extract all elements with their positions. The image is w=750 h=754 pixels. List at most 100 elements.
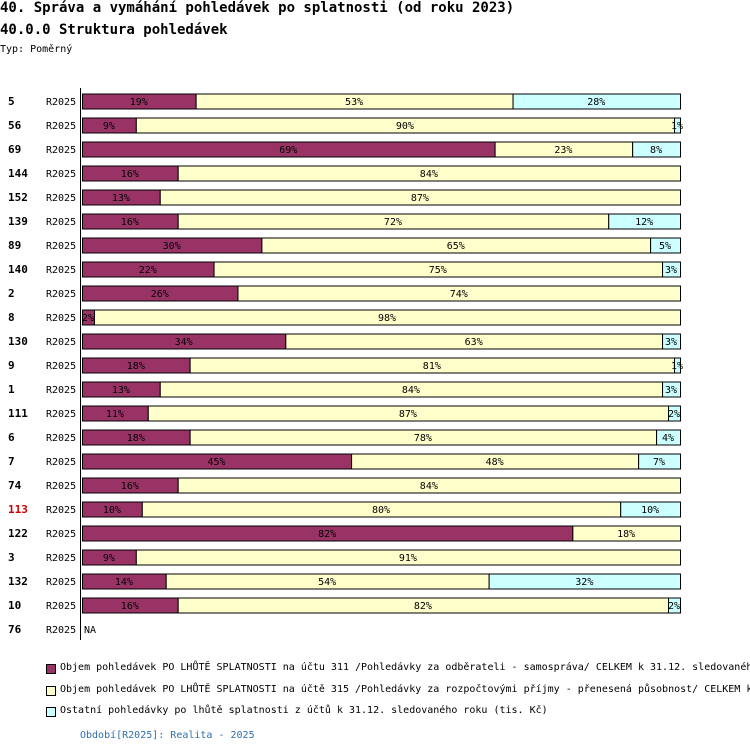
bar-value-label: 98% — [378, 313, 396, 324]
bar-value-label: 16% — [121, 601, 139, 612]
period-footer: Období[R2025]: Realita - 2025 — [80, 730, 255, 741]
bar-segment-series3 — [632, 141, 681, 158]
row-period-label: R2025 — [46, 529, 76, 540]
bar-value-label: 84% — [420, 481, 438, 492]
bar-value-label: 78% — [414, 433, 432, 444]
row-id-label: 5 — [8, 95, 15, 108]
row-period-label: R2025 — [46, 97, 76, 108]
bar-segment-series3 — [662, 261, 681, 278]
row-id-label: 111 — [8, 407, 28, 420]
legend-text-series3: Ostatní pohledávky po lhůtě splatnosti z… — [60, 705, 548, 716]
bar-segment-series2 — [93, 309, 681, 326]
row-period-label: R2025 — [46, 193, 76, 204]
bar-value-label: 87% — [411, 193, 429, 204]
row-period-label: R2025 — [46, 433, 76, 444]
bar-value-label: 74% — [450, 289, 468, 300]
row-period-label: R2025 — [46, 553, 76, 564]
bar-value-label: 13% — [112, 385, 130, 396]
row-id-label: 2 — [8, 287, 15, 300]
bar-value-label: 26% — [151, 289, 169, 300]
row-period-label: R2025 — [46, 289, 76, 300]
bar-value-label: 3% — [665, 337, 677, 348]
row-id-label: 10 — [8, 599, 21, 612]
row-id-label: 113 — [8, 503, 28, 516]
bar-value-label: 1% — [671, 121, 683, 132]
row-period-label: R2025 — [46, 409, 76, 420]
bar-segment-series3 — [674, 357, 682, 374]
bar-value-label: 45% — [208, 457, 226, 468]
bar-value-label: 16% — [121, 481, 139, 492]
bar-value-label: 30% — [163, 241, 181, 252]
stacked-bar-chart: 5 R2025 19% 53% 28%56 R2025 9% 90% 1%69 R2025 69% 2… — [8, 88, 683, 640]
bar-value-label: 8% — [650, 145, 662, 156]
row-period-label: R2025 — [46, 121, 76, 132]
bar-value-label: 12% — [635, 217, 653, 228]
row-id-label: 69 — [8, 143, 21, 156]
row-period-label: R2025 — [46, 457, 76, 468]
bar-value-label: 84% — [420, 169, 438, 180]
bar-value-label: 11% — [106, 409, 124, 420]
bar-value-label: 1% — [671, 361, 683, 372]
row-id-label: 144 — [8, 167, 28, 180]
bar-segment-series3 — [512, 93, 681, 110]
bar-value-label: 69% — [279, 145, 297, 156]
bar-segment-series2 — [135, 549, 681, 566]
bar-value-label: 23% — [554, 145, 572, 156]
bar-value-label: 14% — [115, 577, 133, 588]
row-period-label: R2025 — [46, 577, 76, 588]
row-period-label: R2025 — [46, 313, 76, 324]
chart-subtitle: 40.0.0 Struktura pohledávek — [0, 22, 228, 38]
row-period-label: R2025 — [46, 625, 76, 636]
bar-value-label: 9% — [103, 553, 115, 564]
row-id-label: 6 — [8, 431, 15, 444]
row-id-label: 76 — [8, 623, 22, 636]
bar-segment-series2 — [237, 285, 681, 302]
bar-segment-series3 — [638, 453, 682, 470]
bar-value-label: 34% — [175, 337, 193, 348]
bar-value-label: 65% — [447, 241, 465, 252]
bar-value-label: 18% — [127, 433, 145, 444]
bar-segment-series3 — [656, 429, 682, 446]
bar-value-label: 75% — [429, 265, 447, 276]
row-id-label: 122 — [8, 527, 28, 540]
bar-segment-series3 — [620, 501, 682, 518]
bar-value-label: 2% — [668, 601, 680, 612]
bar-segment-series2 — [572, 525, 681, 542]
bar-value-label: 18% — [617, 529, 635, 540]
bar-segment-series3 — [662, 333, 681, 350]
row-id-label: 74 — [8, 479, 22, 492]
bar-segment-series3 — [488, 573, 682, 590]
bar-value-label: 48% — [486, 457, 504, 468]
legend-swatch-series3 — [46, 707, 56, 717]
bar-segment-series3 — [668, 405, 681, 422]
bar-value-label: 82% — [414, 601, 432, 612]
row-period-label: R2025 — [46, 505, 76, 516]
row-na-label: NA — [84, 625, 96, 636]
bar-value-label: 72% — [384, 217, 402, 228]
row-id-label: 1 — [8, 383, 15, 396]
bar-value-label: 84% — [402, 385, 420, 396]
bar-value-label: 32% — [575, 577, 593, 588]
bar-value-label: 53% — [345, 97, 363, 108]
row-id-label: 132 — [8, 575, 28, 588]
bar-value-label: 10% — [641, 505, 659, 516]
row-period-label: R2025 — [46, 337, 76, 348]
row-id-label: 139 — [8, 215, 28, 228]
bar-segment-series2 — [159, 189, 682, 206]
bar-value-label: 91% — [399, 553, 417, 564]
bar-value-label: 4% — [662, 433, 674, 444]
bar-segment-series2 — [177, 165, 681, 182]
row-period-label: R2025 — [46, 601, 76, 612]
bar-value-label: 80% — [372, 505, 390, 516]
bar-value-label: 3% — [665, 385, 677, 396]
row-id-label: 8 — [8, 311, 15, 324]
row-id-label: 89 — [8, 239, 21, 252]
bar-value-label: 3% — [665, 265, 677, 276]
row-id-label: 9 — [8, 359, 15, 372]
bar-value-label: 16% — [121, 169, 139, 180]
legend-swatch-series2 — [46, 686, 56, 696]
row-period-label: R2025 — [46, 241, 76, 252]
bar-value-label: 22% — [139, 265, 157, 276]
bar-value-label: 63% — [465, 337, 483, 348]
bar-value-label: 2% — [82, 313, 94, 324]
